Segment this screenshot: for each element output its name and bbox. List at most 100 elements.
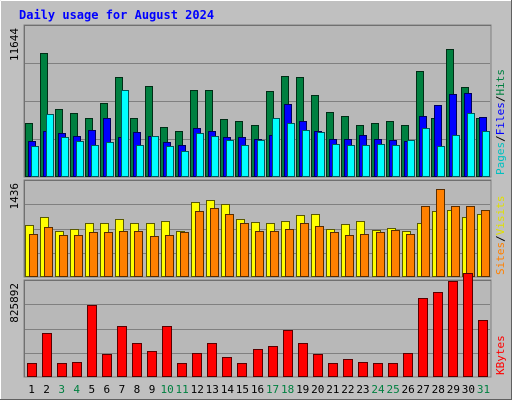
bar-sites-day-31: [481, 210, 490, 277]
bar-sites-day-2: [44, 227, 53, 277]
bar-sites-day-7: [119, 231, 128, 277]
bar-kbytes-day-12: [192, 353, 202, 377]
bar-sites-day-16: [255, 231, 264, 277]
bar-sites-day-17: [270, 231, 279, 277]
day-label-11: 11: [176, 383, 189, 396]
day-label-18: 18: [281, 383, 294, 396]
bar-pages-day-17: [272, 118, 280, 177]
day-label-23: 23: [356, 383, 369, 396]
bar-kbytes-day-18: [283, 330, 293, 377]
bar-sites-day-9: [150, 236, 159, 277]
legend-panel-3: KBytes: [494, 335, 507, 375]
day-label-9: 9: [149, 383, 156, 396]
bar-sites-day-29: [451, 206, 460, 277]
legend-sites: Sites: [494, 242, 507, 275]
bar-kbytes-day-24: [373, 363, 383, 377]
legend-panel-2: Sites/Visits: [494, 196, 507, 276]
legend-separator: /: [494, 135, 507, 142]
legend-panel-1: Pages/Files/Hits: [494, 69, 507, 175]
bar-pages-day-6: [106, 142, 114, 177]
bar-pages-day-20: [317, 132, 325, 177]
bar-pages-day-2: [46, 114, 54, 177]
bar-kbytes-day-4: [72, 362, 82, 377]
day-label-27: 27: [417, 383, 430, 396]
bar-kbytes-day-31: [478, 320, 488, 377]
plot-area: [23, 279, 492, 378]
legend-pages: Pages: [494, 142, 507, 175]
panel-2-max-label: 1436: [8, 183, 21, 210]
bar-pages-day-26: [407, 140, 415, 177]
bar-kbytes-day-15: [237, 363, 247, 377]
bar-kbytes-day-6: [102, 354, 112, 377]
bar-pages-day-29: [452, 135, 460, 177]
legend-kbytes: KBytes: [494, 335, 507, 375]
bar-pages-day-22: [347, 145, 355, 177]
day-label-19: 19: [296, 383, 309, 396]
panel-1: 11644: [8, 24, 492, 178]
chart-title: Daily usage for August 2024: [19, 8, 214, 22]
bar-pages-day-4: [76, 141, 84, 177]
bar-kbytes-day-8: [132, 343, 142, 377]
bar-kbytes-day-30: [463, 273, 473, 377]
bar-sites-day-27: [421, 206, 430, 277]
bar-kbytes-day-2: [42, 333, 52, 377]
legend-separator: /: [494, 235, 507, 242]
day-label-1: 1: [28, 383, 35, 396]
bar-pages-day-18: [287, 123, 295, 177]
bar-pages-day-13: [211, 136, 219, 177]
bar-kbytes-day-20: [313, 354, 323, 377]
bar-kbytes-day-9: [147, 351, 157, 377]
bar-pages-day-5: [91, 145, 99, 177]
bar-pages-day-15: [241, 145, 249, 177]
day-label-3: 3: [58, 383, 65, 396]
bar-sites-day-5: [89, 232, 98, 277]
day-label-26: 26: [402, 383, 415, 396]
panel-3-max-label: 825892: [8, 283, 21, 323]
panel-2-bars: [25, 189, 490, 277]
day-label-4: 4: [73, 383, 80, 396]
day-label-10: 10: [160, 383, 173, 396]
day-label-24: 24: [371, 383, 385, 396]
bar-pages-day-8: [136, 145, 144, 177]
bar-kbytes-day-13: [207, 343, 217, 377]
bar-pages-day-25: [392, 145, 400, 177]
day-label-17: 17: [266, 383, 279, 396]
bar-kbytes-day-7: [117, 326, 127, 377]
bar-pages-day-27: [422, 128, 430, 177]
day-label-5: 5: [88, 383, 95, 396]
bar-pages-day-14: [226, 140, 234, 177]
bar-kbytes-day-14: [222, 357, 232, 377]
bar-sites-day-8: [134, 231, 143, 277]
bar-kbytes-day-11: [177, 363, 187, 377]
bar-sites-day-12: [195, 211, 204, 277]
bar-sites-day-19: [300, 223, 309, 277]
bar-kbytes-day-22: [343, 359, 353, 377]
bar-pages-day-19: [302, 130, 310, 177]
panel-1-max-label: 11644: [8, 28, 21, 61]
day-label-7: 7: [119, 383, 126, 396]
bar-pages-day-10: [166, 146, 174, 177]
bar-sites-day-26: [406, 234, 415, 277]
day-label-20: 20: [311, 383, 324, 396]
bar-kbytes-day-19: [298, 343, 308, 377]
legend-hits: Hits: [494, 69, 507, 96]
bar-kbytes-day-1: [27, 363, 37, 377]
bar-sites-day-1: [29, 234, 38, 277]
bar-kbytes-day-5: [87, 305, 97, 377]
bar-pages-day-30: [467, 113, 475, 177]
bar-kbytes-day-23: [358, 362, 368, 377]
day-label-12: 12: [191, 383, 204, 396]
bar-pages-day-16: [257, 140, 265, 177]
bar-sites-day-4: [74, 235, 83, 277]
day-label-30: 30: [462, 383, 475, 396]
bar-pages-day-21: [332, 144, 340, 177]
panel-3-bars: [27, 273, 488, 377]
day-label-2: 2: [43, 383, 50, 396]
bar-kbytes-day-10: [162, 326, 172, 377]
day-label-25: 25: [386, 383, 399, 396]
panel-3: 825892: [8, 273, 492, 378]
day-label-31: 31: [477, 383, 490, 396]
day-label-22: 22: [341, 383, 354, 396]
day-label-16: 16: [251, 383, 264, 396]
